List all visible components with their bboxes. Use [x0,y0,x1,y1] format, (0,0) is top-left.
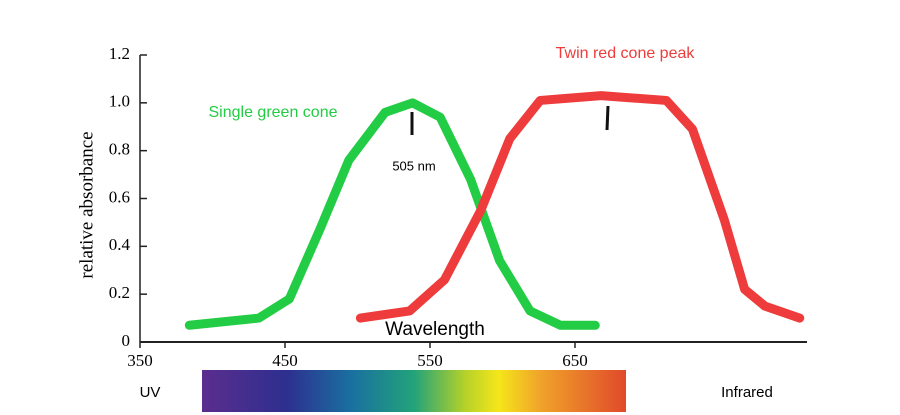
spectrum-bar [202,370,626,412]
series-label: Twin red cone peak [556,45,696,62]
annotation: 505 nm [392,158,435,173]
y-tick-label: 1.2 [109,44,130,63]
x-tick-label: 350 [127,351,153,370]
y-axis-label: relative absorbance [76,131,97,278]
y-tick-label: 0 [122,331,131,350]
x-axis-label: Wavelength [385,319,485,340]
y-tick-label: 1.0 [109,92,130,111]
y-tick-label: 0.8 [109,140,130,159]
peak-marker [605,105,610,131]
y-tick-label: 0.4 [109,235,131,254]
series-label: Single green cone [209,104,338,121]
curve [355,91,805,323]
y-tick-label: 0.2 [109,283,130,302]
x-tick-label: 550 [417,351,443,370]
curve [184,98,600,330]
x-tick-label: 450 [272,351,298,370]
annotation: UV [140,384,161,401]
annotation: Infrared [721,384,773,401]
y-tick-label: 0.6 [109,187,130,206]
x-tick-label: 650 [562,351,588,370]
